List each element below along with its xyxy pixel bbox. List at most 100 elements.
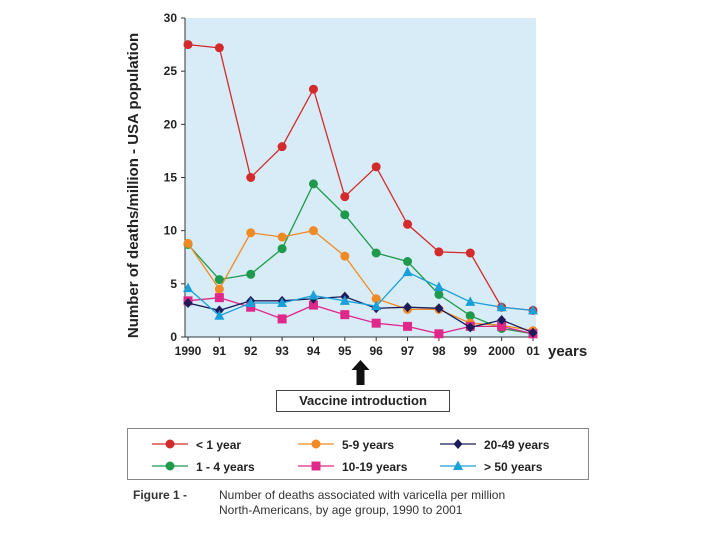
data-point (497, 314, 507, 325)
series-5 (183, 266, 538, 320)
arrow-shape (351, 360, 370, 385)
caption-line-1: Number of deaths associated with varicel… (219, 488, 506, 502)
data-point (434, 289, 444, 299)
legend-label: > 50 years (484, 460, 543, 474)
legend-marker-icon (152, 460, 196, 475)
legend-marker-icon (152, 438, 196, 453)
data-point (339, 295, 350, 305)
data-point (183, 282, 193, 293)
y-axis-label: Number of deaths/million - USA populatio… (125, 33, 142, 338)
series-line (187, 295, 534, 334)
data-point (246, 173, 256, 182)
data-point (308, 179, 318, 189)
data-point (277, 142, 287, 152)
data-point (403, 257, 413, 267)
legend-marker-svg (152, 461, 188, 470)
data-point (434, 247, 444, 257)
data-point (371, 318, 381, 328)
legend-marker-svg (440, 438, 476, 449)
data-point (308, 290, 319, 300)
x-tick-label: 1990 (175, 344, 202, 358)
legend-marker-icon (298, 438, 342, 453)
x-axis-label: years (548, 343, 587, 360)
legend-item-10-19: 10-19 years (298, 459, 407, 475)
caption-lead: Figure 1 - (133, 488, 188, 502)
axes: 0 5 10 15 20 25 30 1990 91 92 93 94 95 96 97 98 99 2000 01 (164, 11, 540, 358)
x-tick-label: 01 (526, 344, 540, 358)
legend-symbol (453, 460, 463, 470)
x-tick-label: 97 (401, 344, 415, 358)
data-point (465, 248, 475, 258)
data-point (277, 232, 287, 242)
data-point (371, 294, 381, 304)
data-point (246, 302, 256, 312)
x-tick-label: 96 (370, 344, 384, 358)
y-tick-label: 15 (164, 171, 178, 185)
x-tick-label: 93 (275, 344, 289, 358)
legend-label: 5-9 years (342, 438, 395, 452)
data-point (528, 327, 538, 338)
data-point (183, 297, 193, 308)
vaccine-annotation: Vaccine introduction (276, 390, 450, 412)
y-tick-label: 10 (164, 224, 178, 238)
data-point (308, 84, 318, 94)
legend-marker-svg (298, 461, 334, 470)
data-point (371, 162, 381, 172)
data-point (214, 284, 224, 294)
x-tick-label: 98 (432, 344, 446, 358)
data-point (183, 238, 193, 248)
data-point (245, 297, 256, 307)
data-point (340, 310, 350, 320)
vaccine-arrow-icon (351, 360, 370, 385)
legend-symbol (453, 438, 463, 449)
data-point (214, 275, 224, 285)
x-tick-label: 91 (213, 344, 227, 358)
data-point (214, 310, 225, 320)
data-point (340, 251, 350, 261)
plot-area (185, 18, 536, 337)
data-point (277, 297, 288, 307)
data-point (465, 311, 475, 321)
data-point (308, 300, 318, 310)
series-layer (183, 40, 538, 339)
series-line (187, 271, 534, 317)
legend-label: 10-19 years (342, 460, 408, 474)
legend-symbol (311, 461, 321, 470)
legend-label: 20-49 years (484, 438, 550, 452)
legend-item-20-49: 20-49 years (440, 437, 549, 453)
data-point (497, 321, 507, 331)
figure-caption: Figure 1 - Number of deaths associated wi… (133, 488, 505, 518)
legend-marker-icon (440, 438, 484, 453)
legend-item-under-1: < 1 year (152, 437, 241, 453)
y-tick-label: 30 (164, 11, 178, 25)
x-tick-label: 2000 (488, 344, 515, 358)
data-point (433, 281, 444, 292)
data-point (214, 293, 224, 303)
series-line (187, 43, 534, 312)
x-tick-label: 92 (244, 344, 258, 358)
y-tick-label: 20 (164, 117, 178, 131)
data-point (371, 300, 382, 311)
x-tick-label: 99 (464, 344, 478, 358)
y-tick-label: 5 (170, 277, 177, 291)
x-tick-label: 94 (307, 344, 321, 358)
legend-label: 1 - 4 years (196, 460, 255, 474)
data-point (277, 314, 287, 324)
legend-marker-svg (152, 439, 188, 448)
data-point (340, 192, 350, 202)
data-point (402, 266, 413, 277)
legend-item-1-4: 1 - 4 years (152, 459, 255, 475)
data-point (403, 219, 413, 229)
data-point (246, 228, 256, 238)
legend: < 1 year 5-9 years 20-49 years 1 - 4 yea… (127, 428, 589, 480)
data-point (371, 248, 381, 258)
legend-symbol (165, 461, 175, 470)
data-point (183, 40, 193, 50)
y-tick-label: 25 (164, 64, 178, 78)
data-point (340, 210, 350, 220)
legend-symbol (311, 439, 321, 448)
x-tick-label: 95 (338, 344, 352, 358)
data-point (496, 301, 507, 312)
legend-item-5-9: 5-9 years (298, 437, 394, 453)
